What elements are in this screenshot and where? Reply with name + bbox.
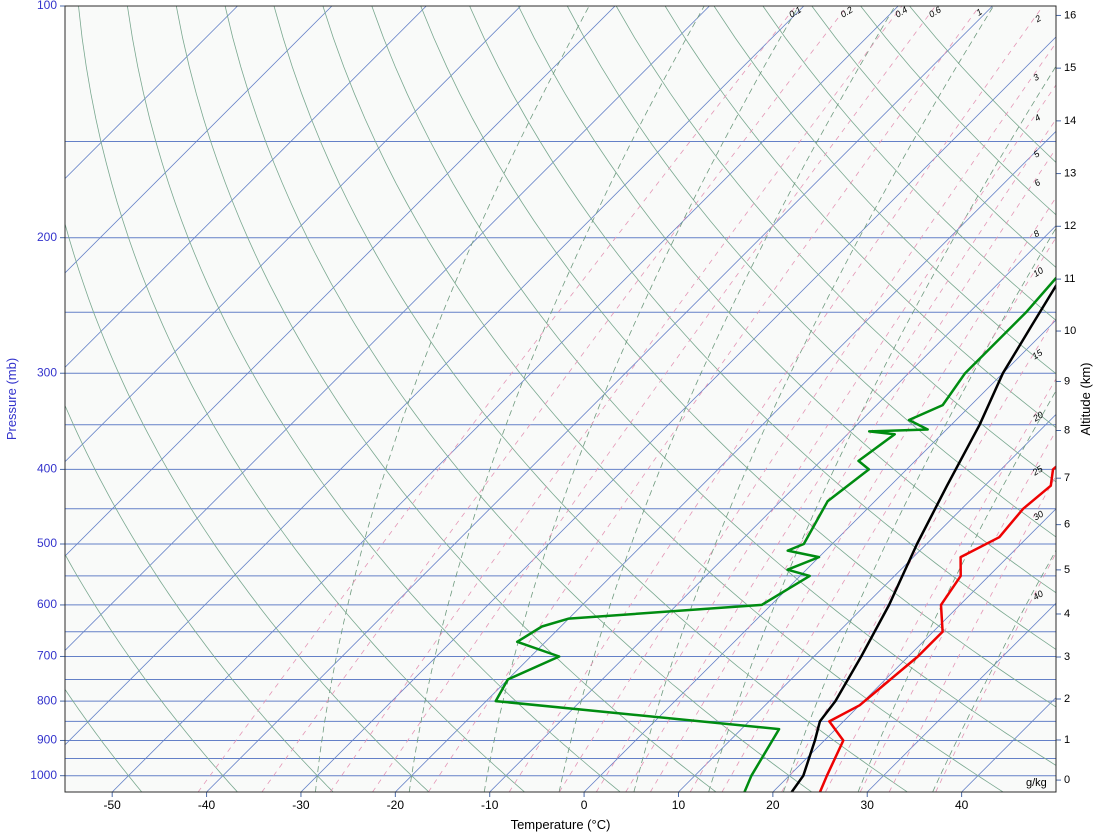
altitude-tick-label: 8	[1064, 424, 1070, 436]
temperature-tick-label: 40	[955, 798, 969, 812]
temperature-tick-label: -50	[104, 798, 122, 812]
temperature-tick-label: 20	[766, 798, 780, 812]
gkg-axis-label: g/kg	[1026, 777, 1047, 789]
pressure-tick-label: 500	[37, 536, 57, 550]
altitude-tick-label: 1	[1064, 734, 1070, 746]
temperature-tick-label: -30	[292, 798, 310, 812]
pressure-tick-label: 800	[37, 693, 57, 707]
altitude-tick-label: 10	[1064, 325, 1076, 337]
pressure-tick-label: 900	[37, 733, 57, 747]
pressure-tick-label: 700	[37, 649, 57, 663]
altitude-tick-label: 7	[1064, 472, 1070, 484]
altitude-tick-label: 4	[1064, 608, 1070, 620]
pressure-tick-label: 1000	[30, 768, 57, 782]
altitude-tick-label: 5	[1064, 564, 1070, 576]
temperature-tick-label: -40	[198, 798, 216, 812]
skew-t-diagram: 0.10.20.40.61234568101520253040g/kg10009…	[0, 0, 1100, 835]
pressure-tick-label: 400	[37, 462, 57, 476]
altitude-tick-label: 13	[1064, 167, 1076, 179]
altitude-tick-label: 12	[1064, 220, 1076, 232]
temperature-tick-label: -10	[481, 798, 499, 812]
altitude-tick-label: 9	[1064, 375, 1070, 387]
pressure-tick-label: 200	[37, 230, 57, 244]
pressure-tick-label: 100	[37, 0, 57, 12]
pressure-tick-label: 600	[37, 597, 57, 611]
altitude-tick-label: 0	[1064, 774, 1070, 786]
altitude-tick-label: 3	[1064, 651, 1070, 663]
y-right-axis-title: Altitude (km)	[1078, 363, 1093, 436]
pressure-tick-label: 300	[37, 365, 57, 379]
altitude-tick-label: 16	[1064, 9, 1076, 21]
temperature-tick-label: -20	[387, 798, 405, 812]
temperature-tick-label: 0	[581, 798, 588, 812]
temperature-tick-label: 10	[672, 798, 686, 812]
x-axis-title: Temperature (°C)	[511, 817, 611, 832]
y-left-axis-title: Pressure (mb)	[4, 358, 19, 440]
altitude-tick-label: 2	[1064, 693, 1070, 705]
altitude-tick-label: 6	[1064, 519, 1070, 531]
altitude-tick-label: 11	[1064, 273, 1075, 285]
altitude-tick-label: 14	[1064, 115, 1076, 127]
altitude-tick-label: 15	[1064, 62, 1076, 74]
temperature-tick-label: 30	[861, 798, 875, 812]
